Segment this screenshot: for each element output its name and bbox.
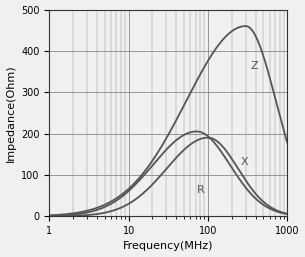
Y-axis label: Impedance(Ohm): Impedance(Ohm) [5,64,16,162]
Text: Z: Z [250,61,258,71]
Text: R: R [197,186,204,195]
Text: X: X [241,157,249,167]
X-axis label: Frequency(MHz): Frequency(MHz) [123,241,214,251]
